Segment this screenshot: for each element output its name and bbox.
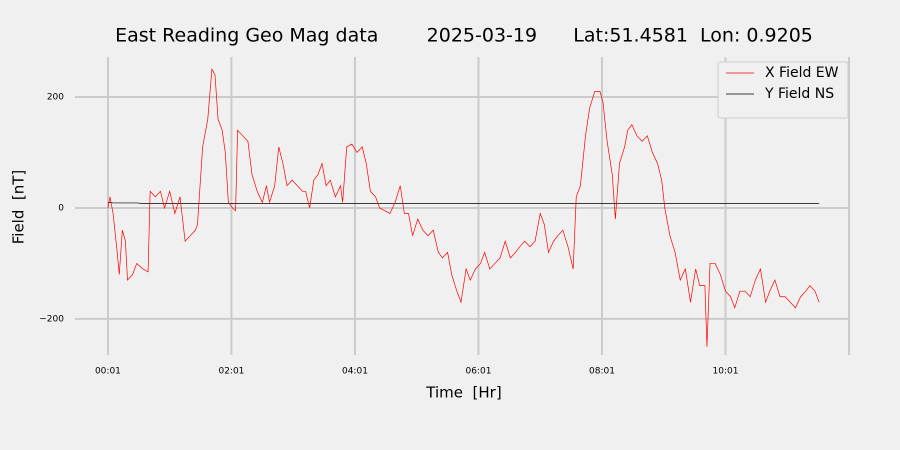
x-tick-label: 06:01 <box>465 367 491 377</box>
x-tick-label: 04:01 <box>342 367 368 377</box>
x-tick-label: 02:01 <box>218 367 244 377</box>
line-series <box>107 68 820 347</box>
y-tick-label: −200 <box>39 314 64 324</box>
x-tick-label: 10:01 <box>713 367 739 377</box>
y-tick-label: 0 <box>58 203 64 213</box>
legend-label: X Field EW <box>765 65 839 81</box>
x-tick-label: 00:01 <box>95 367 121 377</box>
y-axis-label: Field [nT] <box>10 170 28 245</box>
legend-label: Y Field NS <box>764 86 834 102</box>
chart-title: East Reading Geo Mag data 2025-03-19 Lat… <box>115 25 813 47</box>
x-tick-label: 08:01 <box>589 367 615 377</box>
y-tick-label: 200 <box>47 92 64 102</box>
line-series <box>107 202 820 204</box>
x-axis-label: Time [Hr] <box>425 384 501 402</box>
legend-box <box>717 61 849 119</box>
